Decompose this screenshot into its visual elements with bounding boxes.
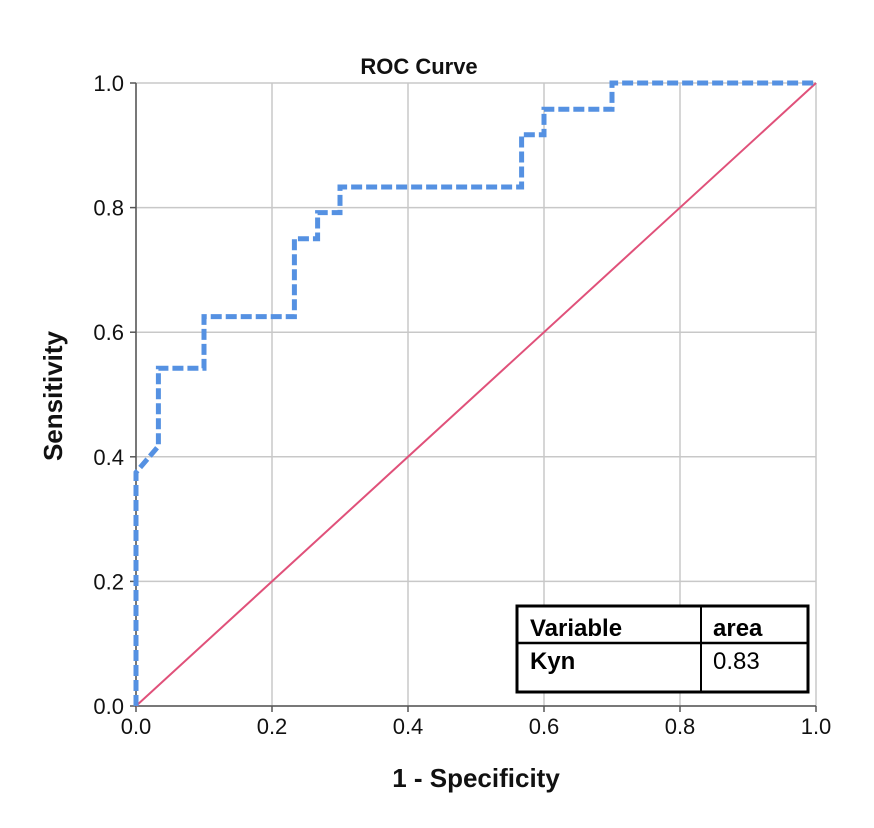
y-tick-label-5: 1.0 xyxy=(93,71,124,96)
legend-area-value: 0.83 xyxy=(713,648,760,675)
y-tick-label-2: 0.4 xyxy=(93,445,124,470)
legend-variable-kyn: Kyn xyxy=(530,648,575,675)
legend-border xyxy=(515,604,810,694)
y-tick-label-3: 0.6 xyxy=(93,320,124,345)
x-tick-label-2: 0.4 xyxy=(393,714,424,739)
x-tick-label-3: 0.6 xyxy=(529,714,560,739)
legend-header-area: area xyxy=(713,615,763,642)
y-axis: 0.0 0.2 0.4 0.6 0.8 1.0 xyxy=(93,71,136,719)
roc-curve-kyn xyxy=(133,80,816,706)
x-axis: 0.0 0.2 0.4 0.6 0.8 1.0 xyxy=(121,706,832,739)
series-layer xyxy=(133,80,817,707)
y-tick-label-0: 0.0 xyxy=(93,694,124,719)
legend-header-variable: Variable xyxy=(530,615,622,642)
x-tick-label-4: 0.8 xyxy=(665,714,696,739)
y-tick-label-1: 0.2 xyxy=(93,569,124,594)
x-axis-label: 1 - Specificity xyxy=(392,763,560,793)
grid xyxy=(135,82,817,707)
x-tick-label-5: 1.0 xyxy=(801,714,832,739)
legend-table: Variable area Kyn 0.83 xyxy=(515,604,810,694)
y-tick-label-4: 0.8 xyxy=(93,196,124,221)
reference-diagonal-line xyxy=(135,82,817,707)
x-tick-label-1: 0.2 xyxy=(257,714,288,739)
chart-title: ROC Curve xyxy=(360,54,477,79)
y-axis-label: Sensitivity xyxy=(38,330,68,461)
x-tick-label-0: 0.0 xyxy=(121,714,152,739)
plot-frame xyxy=(135,83,816,707)
